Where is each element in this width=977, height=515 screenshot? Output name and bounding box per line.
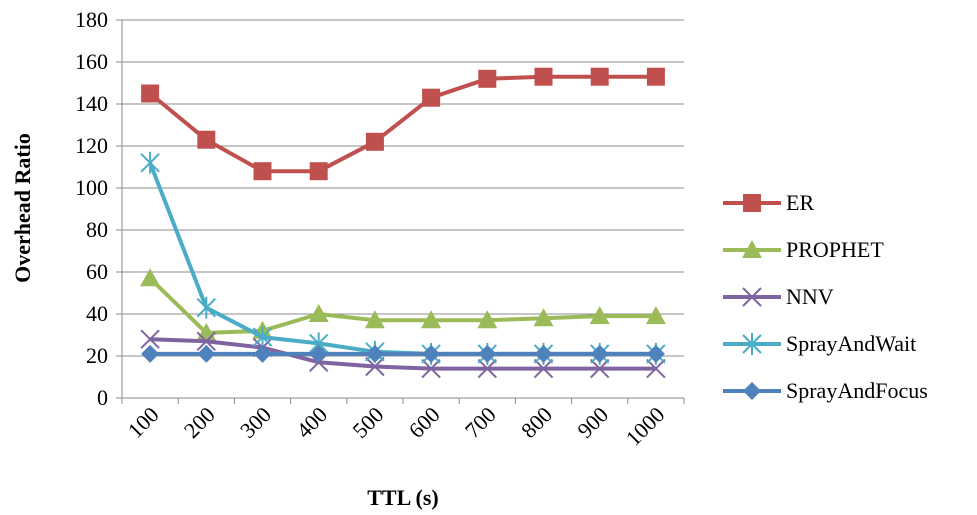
sprayandfocus-point (253, 344, 272, 363)
legend: ER PROPHET NNV SprayAndWait SprayAndFocus (723, 190, 928, 403)
sprayandwait-line (148, 162, 656, 356)
x-tick-label: 1000 (621, 402, 670, 451)
x-tick-label: 100 (123, 402, 164, 443)
prophet-point (477, 310, 498, 329)
prophet-point (533, 308, 554, 327)
er-point (365, 132, 384, 151)
prophet-point (421, 310, 442, 329)
legend-label: ER (786, 190, 814, 215)
er-point (422, 88, 441, 107)
nnv-point (533, 358, 554, 379)
x-tick-label: 800 (516, 402, 557, 443)
series-lines (140, 67, 666, 379)
er-point (197, 130, 216, 149)
er-point (253, 162, 272, 181)
nnv-point (477, 358, 498, 379)
er-point (646, 67, 665, 86)
x-tick-labels: 100 200 300 400 500 600 700 800 900 1000 (123, 402, 670, 451)
x-tick-label: 400 (291, 402, 332, 443)
x-tick-label: 300 (235, 402, 276, 443)
sprayandwait-point (196, 296, 217, 319)
er-point (534, 67, 553, 86)
er-point (309, 162, 328, 181)
legend-label: SprayAndWait (786, 331, 916, 356)
sprayandfocus-point (365, 344, 384, 363)
sprayandfocus-point (590, 344, 609, 363)
x-tick-label: 900 (572, 402, 613, 443)
legend-label: PROPHET (786, 237, 884, 262)
x-tick-label: 500 (347, 402, 388, 443)
nnv-point (421, 358, 441, 379)
legend-item-nnv: NNV (723, 284, 834, 309)
nnv-point (196, 331, 217, 352)
y-tick-label: 120 (75, 133, 108, 158)
grid (116, 19, 685, 404)
y-axis-title: Overhead Ratio (10, 133, 35, 283)
y-tick-label: 100 (75, 175, 108, 200)
sprayandfocus-point (309, 344, 328, 363)
legend-marker (742, 333, 762, 355)
legend-marker (742, 287, 762, 307)
prophet-point (308, 304, 329, 322)
legend-marker (743, 194, 761, 212)
series-prophet (140, 268, 666, 341)
y-tick-label: 180 (75, 7, 108, 32)
nnv-point (589, 358, 610, 379)
legend-item-er: ER (723, 190, 814, 215)
y-tick-label: 140 (75, 91, 108, 116)
y-tick-labels: 0 20 40 60 80 100 120 140 160 180 (75, 7, 108, 410)
series-sprayandfocus (141, 344, 665, 363)
nnv-point (140, 329, 160, 349)
y-tick-label: 0 (97, 385, 108, 410)
sprayandwait-point (140, 151, 160, 174)
sprayandfocus-point (478, 344, 497, 363)
sprayandfocus-point (197, 344, 216, 363)
er-point (141, 84, 160, 103)
x-tick-label: 200 (179, 402, 220, 443)
sprayandfocus-point (141, 344, 160, 363)
er-point (478, 69, 497, 88)
sprayandfocus-point (534, 344, 553, 363)
y-tick-label: 160 (75, 49, 108, 74)
legend-item-sprayandfocus: SprayAndFocus (723, 378, 928, 403)
legend-label: NNV (786, 284, 834, 309)
prophet-line (148, 276, 656, 335)
x-tick-label: 700 (460, 402, 501, 443)
nnv-point (365, 356, 385, 377)
y-tick-label: 60 (86, 259, 108, 284)
nnv-point (646, 358, 666, 379)
sprayandfocus-point (422, 344, 441, 363)
y-tick-label: 20 (86, 343, 108, 368)
sprayandfocus-point (646, 344, 665, 363)
prophet-point (364, 310, 385, 329)
series-er (141, 67, 665, 181)
prophet-point (140, 268, 161, 287)
prophet-point (589, 306, 610, 325)
nnv-line (150, 337, 656, 371)
legend-item-sprayandwait: SprayAndWait (723, 331, 916, 356)
y-tick-label: 80 (86, 217, 108, 242)
y-tick-label: 40 (86, 301, 108, 326)
er-point (590, 67, 609, 86)
legend-marker (743, 382, 761, 400)
legend-item-prophet: PROPHET (723, 237, 884, 262)
sprayandwait-point (252, 326, 273, 349)
er-line (148, 74, 656, 174)
x-axis-title: TTL (s) (367, 485, 439, 510)
legend-label: SprayAndFocus (786, 378, 928, 403)
prophet-point (645, 306, 666, 325)
legend-marker (742, 240, 762, 258)
x-tick-label: 600 (404, 402, 445, 443)
